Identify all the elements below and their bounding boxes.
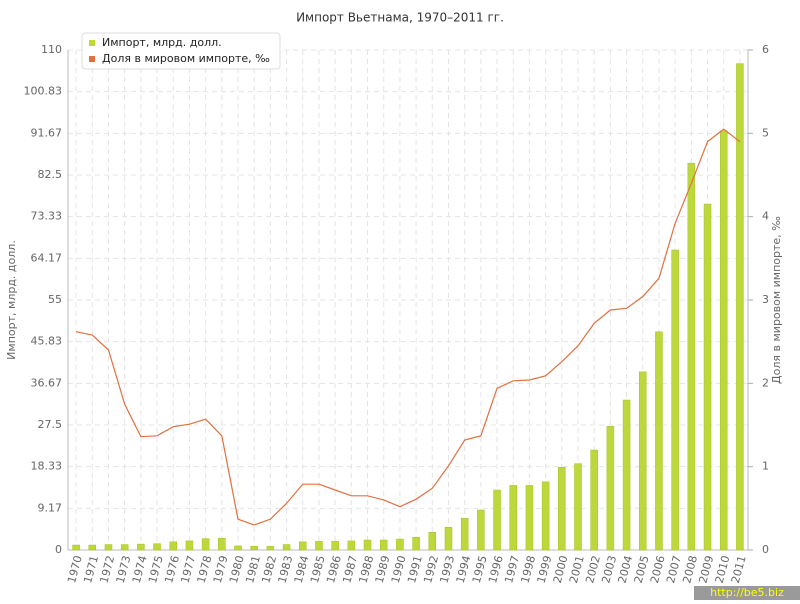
bar (736, 63, 744, 551)
bar (218, 537, 226, 551)
y-tick-label: 18.33 (31, 460, 63, 473)
y-tick-label: 100.83 (24, 85, 63, 98)
bar (331, 541, 339, 551)
bar (606, 426, 615, 551)
y-tick-label: 55 (48, 293, 62, 306)
y2-tick-label: 5 (762, 126, 769, 139)
y-tick-label: 36.67 (31, 376, 63, 389)
legend-box (81, 32, 281, 70)
bar (120, 544, 129, 551)
bar (703, 203, 712, 551)
y-tick-label: 82.5 (38, 168, 63, 181)
y2-axis-title: Доля в мировом импорте, ‰ (770, 216, 783, 384)
bar (201, 538, 210, 551)
bar (671, 249, 679, 551)
y2-tick-label: 1 (762, 460, 769, 473)
legend-label: Импорт, млрд. долл. (102, 36, 222, 49)
watermark[interactable]: http://be5.biz (710, 586, 784, 599)
bar (687, 162, 696, 551)
bar (363, 539, 372, 551)
legend-swatch (89, 40, 95, 46)
bar (169, 541, 177, 551)
y-tick-label: 73.33 (31, 210, 63, 223)
bar (234, 545, 242, 551)
bar (396, 538, 404, 551)
bar (266, 546, 275, 551)
y-tick-label: 27.5 (38, 418, 63, 431)
chart-title: Импорт Вьетнама, 1970–2011 гг. (296, 11, 504, 25)
legend-swatch (89, 56, 95, 62)
y-tick-label: 64.17 (31, 251, 63, 264)
bar (299, 541, 307, 551)
bar (574, 463, 582, 551)
y2-tick-label: 2 (762, 376, 769, 389)
y-axis-title: Импорт, млрд. долл. (5, 240, 18, 360)
bar (622, 399, 631, 551)
y-tick-label: 91.67 (31, 126, 63, 139)
bar (88, 544, 97, 551)
y2-tick-label: 0 (762, 543, 769, 556)
y-tick-label: 110 (41, 43, 62, 56)
bar (137, 543, 145, 551)
bar (428, 532, 437, 551)
y-tick-label: 9.17 (38, 501, 63, 514)
y-tick-label: 0 (55, 543, 62, 556)
y2-tick-label: 6 (762, 43, 769, 56)
legend: Импорт, млрд. долл. Доля в мировом импорт… (81, 32, 281, 70)
y2-tick-label: 3 (762, 293, 769, 306)
bar (104, 544, 113, 551)
bar (558, 467, 566, 551)
bar (655, 331, 663, 551)
y2-tick-label: 4 (762, 210, 769, 223)
bar (493, 489, 501, 551)
line (75, 128, 741, 526)
bar (153, 543, 161, 551)
bar (509, 485, 517, 551)
bar (412, 537, 420, 551)
bar (379, 539, 388, 551)
bar (541, 481, 550, 551)
bar (444, 527, 453, 551)
bar (185, 540, 194, 551)
watermark-bg (694, 586, 800, 600)
bar (347, 540, 356, 551)
legend-label: Доля в мировом импорте, ‰ (102, 52, 270, 65)
bar (525, 485, 534, 551)
bar (250, 546, 258, 551)
bar (590, 449, 598, 551)
bar (282, 544, 291, 551)
bar (477, 509, 485, 551)
bar (315, 541, 323, 551)
bar (460, 517, 469, 551)
bar (639, 371, 647, 551)
bar (719, 130, 728, 551)
bar (72, 544, 80, 551)
y-tick-label: 45.83 (31, 335, 63, 348)
